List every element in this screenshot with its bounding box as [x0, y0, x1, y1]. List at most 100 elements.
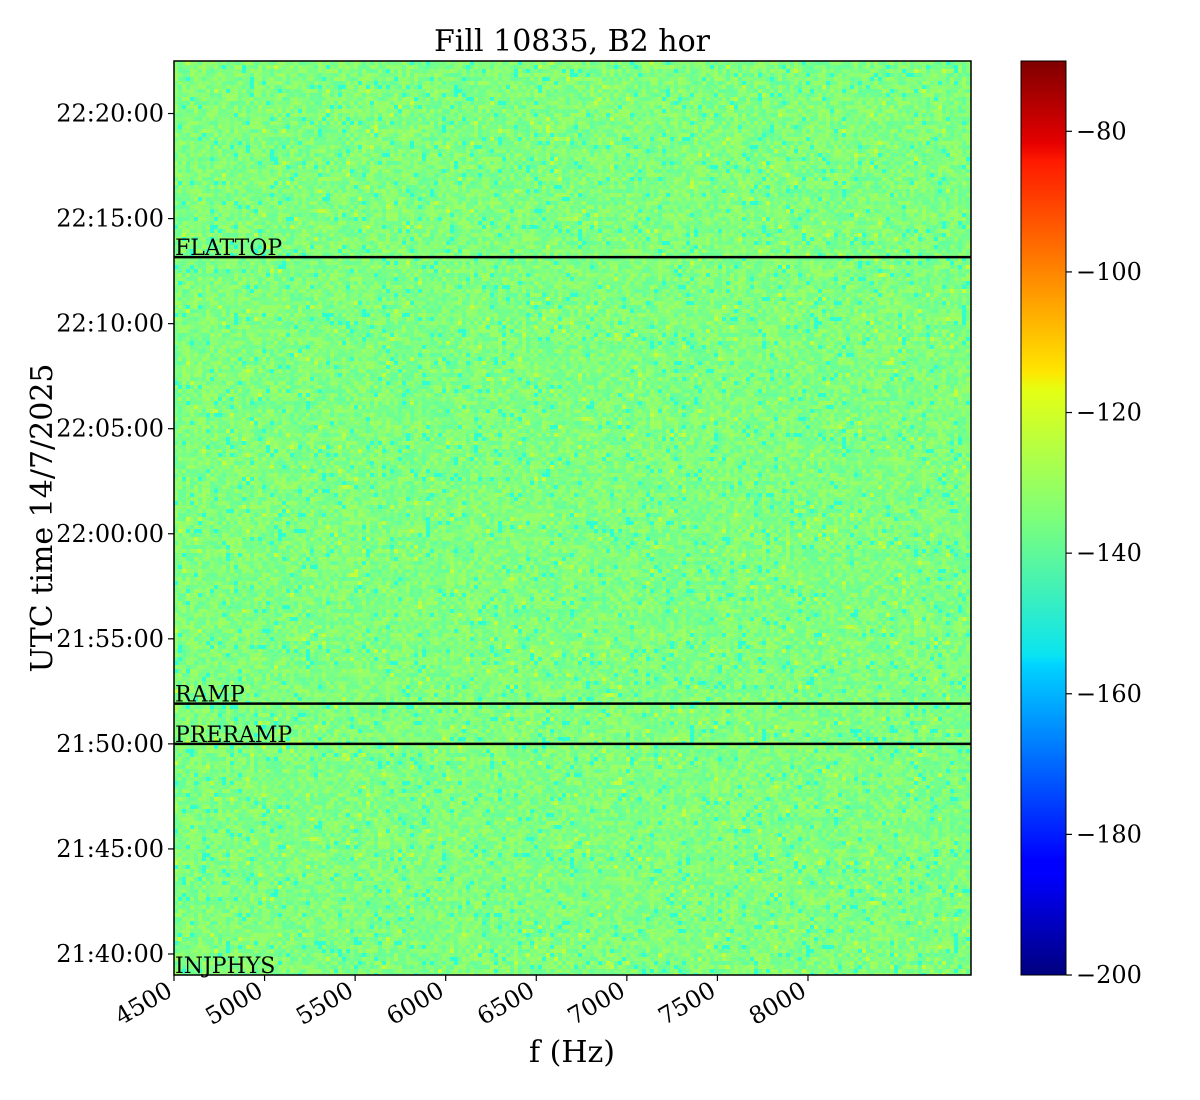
spectrogram-cell — [934, 125, 938, 129]
spectrogram-cell — [274, 65, 278, 69]
spectrogram-cell — [754, 129, 758, 133]
spectrogram-cell — [422, 77, 426, 81]
spectrogram-cell — [266, 97, 270, 101]
spectrogram-cell — [630, 145, 634, 149]
spectrogram-cell — [446, 125, 450, 129]
spectrogram-cell — [662, 69, 666, 73]
spectrogram-cell — [954, 117, 958, 121]
spectrogram-cell — [478, 65, 482, 69]
spectrogram-cell — [822, 69, 826, 73]
spectrogram-cell — [454, 133, 458, 137]
spectrogram-cell — [482, 105, 486, 109]
spectrogram-cell — [450, 145, 454, 149]
spectrogram-cell — [874, 97, 878, 101]
spectrogram-cell — [690, 141, 694, 145]
spectrogram-cell — [782, 153, 786, 157]
spectrogram-cell — [502, 149, 506, 153]
spectrogram-cell — [550, 117, 554, 121]
spectrogram-cell — [286, 93, 290, 97]
spectrogram-cell — [542, 145, 546, 149]
spectrogram-cell — [710, 77, 714, 81]
spectrogram-cell — [506, 77, 510, 81]
spectrogram-cell — [922, 141, 926, 145]
spectrogram-cell — [618, 101, 622, 105]
spectrogram-cell — [178, 145, 182, 149]
spectrogram-cell — [798, 85, 802, 89]
spectrogram-cell — [846, 125, 850, 129]
spectrogram-cell — [782, 137, 786, 141]
spectrogram-cell — [878, 137, 882, 141]
spectrogram-cell — [562, 129, 566, 133]
spectrogram-cell — [282, 153, 286, 157]
spectrogram-cell — [906, 121, 910, 125]
spectrogram-cell — [758, 121, 762, 125]
spectrogram-cell — [742, 93, 746, 97]
spectrogram-cell — [866, 133, 870, 137]
spectrogram-cell — [670, 157, 674, 161]
spectrogram-cell — [962, 129, 966, 133]
spectrogram-cell — [922, 145, 926, 149]
spectrogram-cell — [470, 69, 474, 73]
spectrogram-cell — [286, 113, 290, 117]
spectrogram-cell — [926, 105, 930, 109]
spectrogram-cell — [314, 105, 318, 109]
spectrogram-cell — [510, 153, 514, 157]
spectrogram-cell — [578, 89, 582, 93]
spectrogram-cell — [890, 125, 894, 129]
spectrogram-cell — [250, 129, 254, 133]
spectrogram-cell — [750, 149, 754, 153]
spectrogram-cell — [926, 69, 930, 73]
spectrogram-cell — [722, 65, 726, 69]
spectrogram-cell — [202, 101, 206, 105]
spectrogram-cell — [606, 105, 610, 109]
spectrogram-cell — [490, 113, 494, 117]
spectrogram-cell — [914, 81, 918, 85]
spectrogram-cell — [730, 125, 734, 129]
spectrogram-cell — [758, 65, 762, 69]
spectrogram-cell — [650, 85, 654, 89]
spectrogram-cell — [446, 65, 450, 69]
spectrogram-cell — [246, 101, 250, 105]
spectrogram-cell — [726, 113, 730, 117]
spectrogram-cell — [358, 109, 362, 113]
spectrogram-cell — [402, 93, 406, 97]
spectrogram-cell — [826, 77, 830, 81]
spectrogram-cell — [206, 101, 210, 105]
spectrogram-cell — [446, 129, 450, 133]
spectrogram-cell — [902, 89, 906, 93]
spectrogram-cell — [490, 93, 494, 97]
spectrogram-cell — [490, 101, 494, 105]
spectrogram-cell — [714, 153, 718, 157]
spectrogram-cell — [890, 93, 894, 97]
spectrogram-cell — [722, 85, 726, 89]
spectrogram-cell — [422, 125, 426, 129]
spectrogram-cell — [758, 89, 762, 93]
spectrogram-cell — [198, 105, 202, 109]
spectrogram-cell — [750, 113, 754, 117]
spectrogram-cell — [618, 121, 622, 125]
spectrogram-cell — [526, 121, 530, 125]
spectrogram-cell — [738, 97, 742, 101]
spectrogram-cell — [318, 113, 322, 117]
spectrogram-cell — [430, 85, 434, 89]
spectrogram-cell — [522, 133, 526, 137]
spectrogram-cell — [806, 69, 810, 73]
spectrogram-cell — [570, 97, 574, 101]
spectrogram-cell — [378, 101, 382, 105]
spectrogram-cell — [790, 93, 794, 97]
spectrogram-cell — [266, 125, 270, 129]
spectrogram-cell — [606, 125, 610, 129]
spectrogram-cell — [362, 101, 366, 105]
spectrogram-cell — [406, 113, 410, 117]
spectrogram-cell — [734, 105, 738, 109]
spectrogram-cell — [286, 77, 290, 81]
spectrogram-cell — [870, 65, 874, 69]
spectrogram-cell — [266, 65, 270, 69]
spectrogram-cell — [206, 129, 210, 133]
spectrogram-cell — [886, 145, 890, 149]
spectrogram-cell — [830, 157, 834, 161]
spectrogram-cell — [930, 65, 934, 69]
spectrogram-cell — [334, 109, 338, 113]
spectrogram-cell — [366, 65, 370, 69]
spectrogram-cell — [786, 109, 790, 113]
